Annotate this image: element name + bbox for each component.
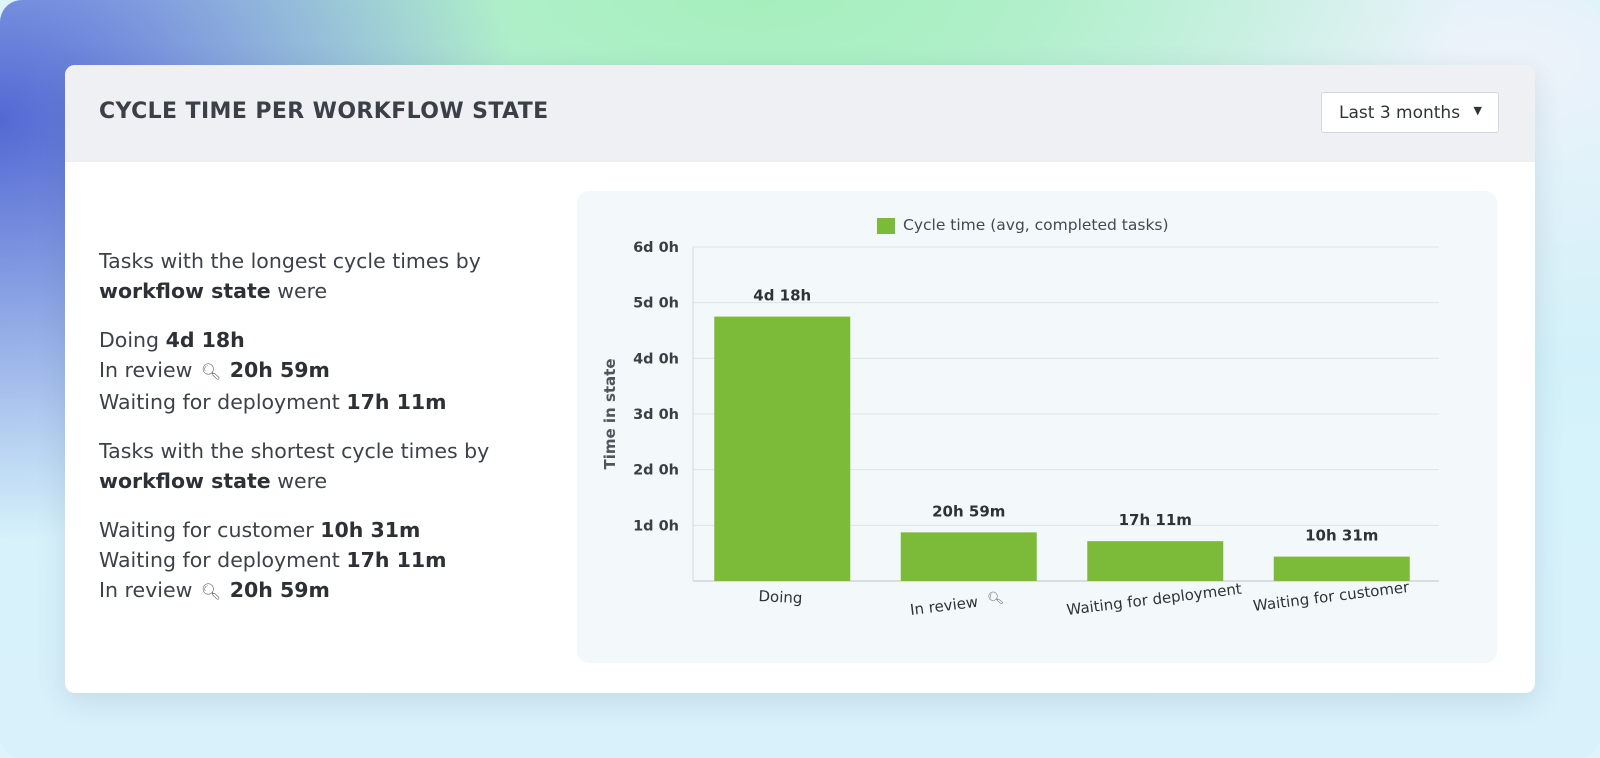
y-tick-label: 5d 0h bbox=[633, 296, 679, 312]
longest-item: In review 🔍︎ 20h 59m bbox=[99, 355, 539, 387]
magnifier-icon: 🔍︎ bbox=[200, 362, 222, 381]
shortest-item: Waiting for deployment 17h 11m bbox=[99, 545, 539, 575]
longest-state: Doing bbox=[99, 328, 160, 352]
shortest-intro-bold: workflow state bbox=[99, 469, 271, 493]
shortest-value: 20h 59m bbox=[229, 578, 330, 602]
x-tick-text: In review bbox=[909, 593, 979, 619]
magnifier-icon: 🔍︎ bbox=[200, 582, 222, 601]
longest-intro-bold: workflow state bbox=[99, 279, 271, 303]
shortest-intro-text: Tasks with the shortest cycle times by bbox=[99, 439, 490, 463]
longest-value: 17h 11m bbox=[346, 390, 447, 414]
shortest-value: 10h 31m bbox=[320, 518, 421, 542]
shortest-item: In review 🔍︎ 20h 59m bbox=[99, 575, 539, 607]
shortest-intro: Tasks with the shortest cycle times by w… bbox=[99, 436, 539, 496]
bar bbox=[1273, 556, 1410, 581]
x-tick-text: Waiting for customer bbox=[1252, 578, 1411, 615]
shortest-item: Waiting for customer 10h 31m bbox=[99, 515, 539, 545]
y-tick-label: 1d 0h bbox=[633, 518, 679, 534]
cycle-time-card: CYCLE TIME PER WORKFLOW STATE Last 3 mon… bbox=[65, 65, 1535, 693]
longest-state: In review bbox=[99, 358, 193, 382]
x-tick-text: Doing bbox=[758, 587, 803, 607]
y-tick-label: 6d 0h bbox=[633, 240, 679, 256]
y-tick-label: 2d 0h bbox=[633, 463, 679, 479]
summary-text: Tasks with the longest cycle times by wo… bbox=[99, 246, 539, 607]
magnifier-icon: 🔍︎ bbox=[987, 591, 1005, 608]
x-tick-label: In review 🔍︎ bbox=[909, 591, 1005, 619]
card-title: CYCLE TIME PER WORKFLOW STATE bbox=[99, 99, 549, 124]
bar-chart: 1d 0h 2d 0h 3d 0h 4d 0h 5d 0h 6d 0h Time in st… bbox=[601, 240, 1439, 619]
shortest-intro-suffix: were bbox=[277, 469, 328, 493]
legend-label: Cycle time (avg, completed tasks) bbox=[903, 216, 1169, 234]
bar-value-label: 17h 11m bbox=[1119, 511, 1192, 529]
shortest-state: Waiting for customer bbox=[99, 518, 314, 542]
date-range-value: Last 3 months bbox=[1339, 103, 1461, 123]
x-tick-label: Doing bbox=[758, 587, 803, 607]
shortest-state: Waiting for deployment bbox=[99, 548, 340, 572]
legend-swatch bbox=[877, 218, 895, 234]
shortest-value: 17h 11m bbox=[346, 548, 447, 572]
date-range-select[interactable]: Last 3 months ▼ bbox=[1321, 92, 1499, 133]
shortest-state: In review bbox=[99, 578, 193, 602]
card-header: CYCLE TIME PER WORKFLOW STATE Last 3 mon… bbox=[65, 65, 1535, 162]
y-axis-title: Time in state bbox=[601, 358, 619, 469]
x-tick-label: Waiting for deployment bbox=[1066, 580, 1243, 619]
bar bbox=[1087, 541, 1224, 581]
longest-intro: Tasks with the longest cycle times by wo… bbox=[99, 246, 539, 306]
longest-item: Doing 4d 18h bbox=[99, 325, 539, 355]
longest-intro-suffix: were bbox=[277, 279, 328, 303]
bar bbox=[714, 316, 851, 581]
longest-state: Waiting for deployment bbox=[99, 390, 340, 414]
shortest-list: Waiting for customer 10h 31m Waiting for … bbox=[99, 515, 539, 607]
bar bbox=[900, 532, 1037, 581]
y-tick-label: 4d 0h bbox=[633, 351, 679, 367]
longest-value: 4d 18h bbox=[165, 328, 245, 352]
chart-panel: Cycle time (avg, completed tasks) 1d 0h 2… bbox=[577, 191, 1497, 663]
caret-down-icon: ▼ bbox=[1473, 104, 1482, 117]
longest-item: Waiting for deployment 17h 11m bbox=[99, 387, 539, 417]
longest-value: 20h 59m bbox=[229, 358, 330, 382]
longest-intro-text: Tasks with the longest cycle times by bbox=[99, 249, 481, 273]
x-tick-text: Waiting for deployment bbox=[1066, 580, 1243, 619]
bar-value-label: 10h 31m bbox=[1305, 527, 1378, 545]
longest-list: Doing 4d 18h In review 🔍︎ 20h 59m Waiting … bbox=[99, 325, 539, 417]
bar-value-label: 4d 18h bbox=[753, 287, 811, 305]
x-tick-label: Waiting for customer bbox=[1252, 578, 1411, 615]
y-tick-label: 3d 0h bbox=[633, 407, 679, 423]
bar-value-label: 20h 59m bbox=[932, 502, 1005, 520]
